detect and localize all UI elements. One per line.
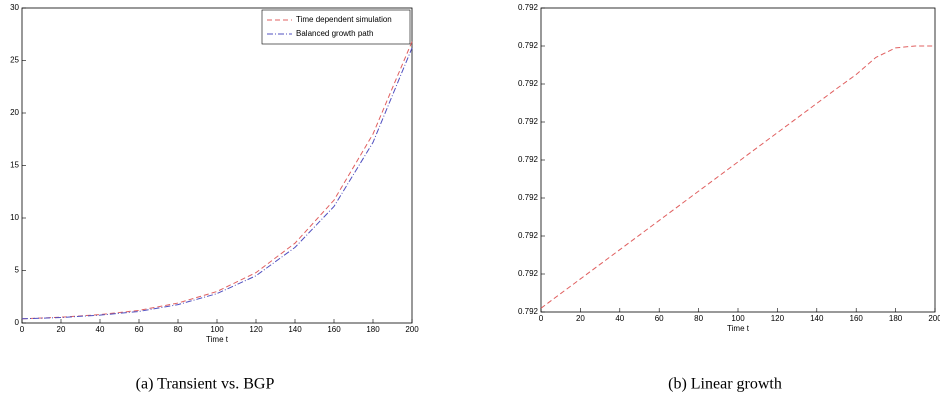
x-tick-label: 140 <box>810 314 824 323</box>
x-tick-label: 160 <box>327 325 341 334</box>
x-tick-label: 100 <box>731 314 745 323</box>
x-tick-label: 0 <box>539 314 544 323</box>
y-tick-label: 0.792 <box>518 79 539 88</box>
x-tick-label: 200 <box>405 325 419 334</box>
x-tick-label: 40 <box>615 314 624 323</box>
plot-frame <box>21 7 413 324</box>
x-tick-label: 120 <box>771 314 785 323</box>
y-tick-label: 0.792 <box>518 41 539 50</box>
y-tick-label: 0.792 <box>518 193 539 202</box>
x-tick-label: 100 <box>210 325 224 334</box>
x-tick-label: 60 <box>655 314 664 323</box>
caption: (a) Transient vs. BGP <box>136 376 275 393</box>
x-tick-label: 20 <box>576 314 585 323</box>
y-tick-label: 15 <box>10 161 19 170</box>
y-tick-label: 5 <box>15 266 20 275</box>
legend-box <box>261 9 411 45</box>
y-tick-label: 0 <box>15 318 20 327</box>
y-tick-label: 0.792 <box>518 155 539 164</box>
y-tick-label: 10 <box>10 213 19 222</box>
y-tick-label: 20 <box>10 108 19 117</box>
y-tick-label: 30 <box>10 3 19 12</box>
series-line <box>21 47 413 320</box>
y-tick-label: 0.792 <box>518 3 539 12</box>
x-tick-label: 180 <box>366 325 380 334</box>
legend-label: Time dependent simulation <box>296 15 392 24</box>
x-tick-label: 20 <box>57 325 66 334</box>
x-tick-label: 0 <box>20 325 25 334</box>
x-tick-label: 120 <box>249 325 263 334</box>
x-axis-label: Time t <box>727 324 750 333</box>
series-line <box>21 41 413 320</box>
x-tick-label: 160 <box>850 314 864 323</box>
x-tick-label: 140 <box>288 325 302 334</box>
x-tick-label: 80 <box>174 325 183 334</box>
x-tick-label: 60 <box>135 325 144 334</box>
x-axis-label: Time t <box>206 335 229 344</box>
legend-label: Balanced growth path <box>296 29 373 38</box>
caption: (b) Linear growth <box>668 376 782 393</box>
x-tick-label: 180 <box>889 314 903 323</box>
x-tick-label: 200 <box>928 314 940 323</box>
y-tick-label: 25 <box>10 56 19 65</box>
y-tick-label: 0.792 <box>518 231 539 240</box>
x-tick-label: 80 <box>694 314 703 323</box>
data-line <box>540 45 935 309</box>
plot-frame <box>540 7 936 313</box>
y-tick-label: 0.792 <box>518 269 539 278</box>
y-tick-label: 0.792 <box>518 117 539 126</box>
x-tick-label: 40 <box>96 325 105 334</box>
y-tick-label: 0.792 <box>518 307 539 316</box>
